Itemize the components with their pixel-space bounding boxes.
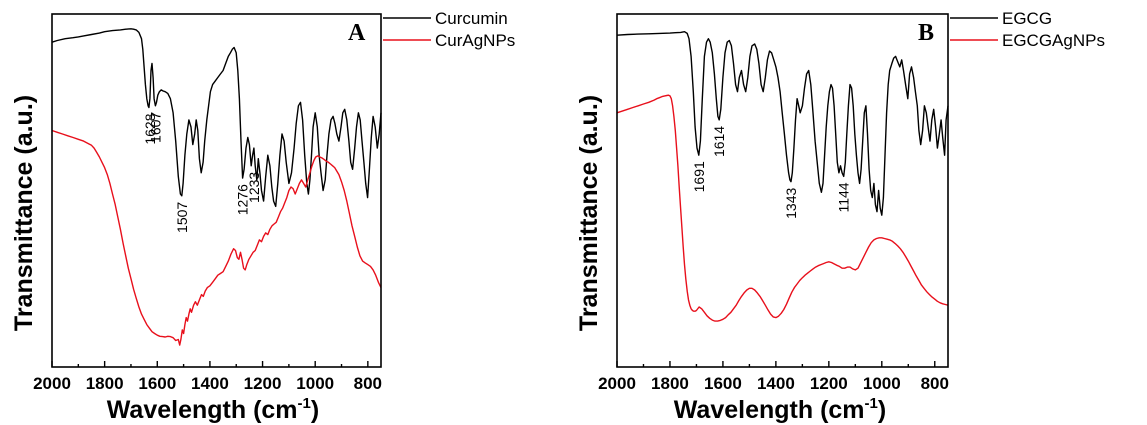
panel-label: A	[348, 20, 366, 46]
panel-a: Transmittance (a.u.) Wavelength (cm-1) A…	[10, 9, 515, 424]
x-tick-label: 1000	[296, 374, 334, 393]
series-lines	[616, 31, 949, 322]
x-tick-label: 800	[354, 374, 382, 393]
x-tick-label: 1200	[810, 374, 848, 393]
x-axis-title-main: Wavelength (cm	[674, 396, 865, 424]
series-line-egcg	[616, 31, 949, 216]
x-tick-label: 1800	[651, 374, 689, 393]
x-axis-title-sup: -1	[298, 395, 311, 412]
peak-label: 1233	[246, 172, 262, 203]
peak-label: 1507	[174, 202, 190, 233]
x-axis-title: Wavelength (cm-1)	[107, 395, 319, 424]
x-tick-label: 2000	[598, 374, 636, 393]
legend-label: CurAgNPs	[435, 31, 515, 50]
y-axis-title: Transmittance (a.u.)	[10, 95, 38, 331]
x-tick-label: 1800	[86, 374, 124, 393]
x-tick-label: 2000	[33, 374, 71, 393]
x-tick-label: 1400	[757, 374, 795, 393]
x-axis-title-close: )	[878, 396, 886, 424]
legend-label: EGCGAgNPs	[1002, 31, 1105, 50]
x-tick-label: 800	[921, 374, 949, 393]
series-line-egcgagnps	[616, 94, 949, 322]
x-tick-label: 1400	[191, 374, 229, 393]
peak-label: 1628	[142, 113, 158, 144]
series-line-curcumin	[51, 28, 382, 208]
peak-label: 1691	[691, 161, 707, 192]
peak-label: 1276	[235, 184, 251, 215]
x-tick-label: 1600	[138, 374, 176, 393]
x-tick-label: 1200	[244, 374, 282, 393]
x-axis-title-close: )	[311, 396, 319, 424]
x-tick-label: 1600	[704, 374, 742, 393]
legend-label: Curcumin	[435, 9, 508, 28]
peak-label: 1614	[711, 126, 727, 157]
series-lines	[51, 28, 382, 346]
x-ticks: 2000 1800 1600 1400 1200 1000 800	[33, 361, 382, 393]
panel-b: Transmittance (a.u.) Wavelength (cm-1) B…	[575, 9, 1105, 424]
x-tick-label: 1000	[863, 374, 901, 393]
y-axis-title: Transmittance (a.u.)	[575, 95, 603, 331]
peak-label: 1144	[836, 182, 852, 212]
x-axis-title-sup: -1	[865, 395, 878, 412]
legend-label: EGCG	[1002, 9, 1052, 28]
legend: Curcumin CurAgNPs	[383, 9, 515, 50]
series-line-curagnps	[51, 129, 382, 346]
plot-frame	[51, 13, 382, 368]
peak-label: 1343	[783, 187, 799, 218]
plot-frame	[616, 13, 949, 368]
panel-label: B	[918, 20, 934, 46]
x-axis-title: Wavelength (cm-1)	[674, 395, 886, 424]
legend: EGCG EGCGAgNPs	[950, 9, 1105, 50]
x-axis-title-main: Wavelength (cm	[107, 396, 298, 424]
x-ticks: 2000 1800 1600 1400 1200 1000 800	[598, 361, 949, 393]
peak-label: 1607	[147, 112, 163, 143]
